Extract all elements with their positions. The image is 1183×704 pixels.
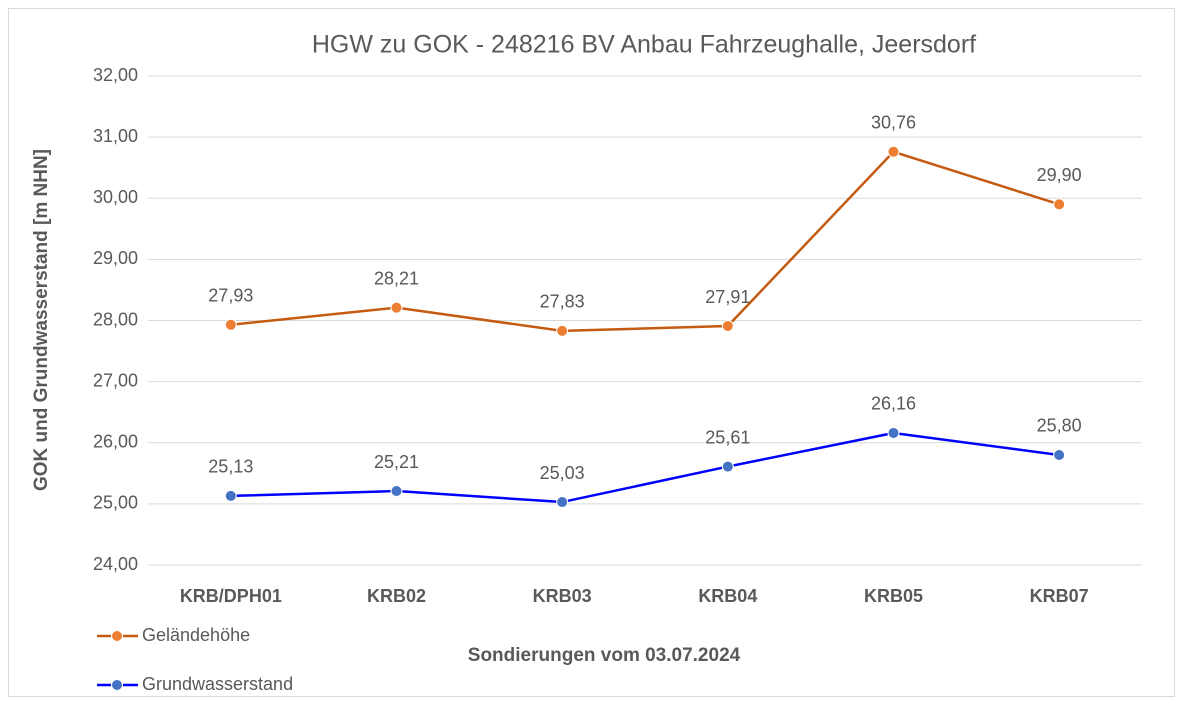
y-tick-label: 31,00 [93, 126, 138, 146]
marker [390, 485, 403, 498]
data-label: 30,76 [871, 113, 916, 133]
y-tick-label: 30,00 [93, 187, 138, 207]
legend-label: Grundwasserstand [142, 674, 293, 694]
x-tick-label: KRB04 [698, 586, 757, 606]
x-tick-label: KRB03 [533, 586, 592, 606]
marker [1053, 198, 1066, 211]
marker [887, 145, 900, 158]
data-label: 27,93 [208, 286, 253, 306]
chart-border [8, 8, 1175, 697]
x-tick-label: KRB07 [1030, 586, 1089, 606]
x-tick-label: KRB05 [864, 586, 923, 606]
legend-label: Geländehöhe [142, 625, 250, 645]
data-label: 26,16 [871, 394, 916, 414]
marker [224, 489, 237, 502]
y-tick-label: 25,00 [93, 493, 138, 513]
marker [721, 320, 734, 333]
y-tick-label: 26,00 [93, 432, 138, 452]
marker [390, 301, 403, 314]
data-label: 25,80 [1037, 416, 1082, 436]
series-line [230, 150, 1060, 333]
data-label: 27,83 [540, 292, 585, 312]
data-label: 25,21 [374, 452, 419, 472]
chart-title: HGW zu GOK - 248216 BV Anbau Fahrzeughal… [312, 31, 976, 59]
marker [556, 324, 569, 337]
legend-marker [111, 630, 123, 642]
data-label: 27,91 [705, 287, 750, 307]
series-line [230, 431, 1060, 504]
data-label: 28,21 [374, 268, 419, 288]
y-tick-label: 27,00 [93, 370, 138, 390]
y-axis-title: GOK und Grundwasserstand [m NHN] [31, 149, 52, 491]
legend-marker [111, 679, 123, 691]
marker [1053, 448, 1066, 461]
x-tick-label: KRB02 [367, 586, 426, 606]
marker [224, 318, 237, 331]
y-tick-label: 28,00 [93, 309, 138, 329]
x-tick-label: KRB/DPH01 [180, 586, 282, 606]
marker [887, 426, 900, 439]
marker [556, 496, 569, 509]
data-label: 25,03 [540, 463, 585, 483]
data-label: 25,61 [705, 427, 750, 447]
y-tick-label: 32,00 [93, 65, 138, 85]
y-tick-label: 29,00 [93, 248, 138, 268]
data-label: 25,13 [208, 457, 253, 477]
y-tick-label: 24,00 [93, 554, 138, 574]
data-label: 29,90 [1037, 165, 1082, 185]
x-axis-title: Sondierungen vom 03.07.2024 [468, 645, 741, 666]
marker [721, 460, 734, 473]
